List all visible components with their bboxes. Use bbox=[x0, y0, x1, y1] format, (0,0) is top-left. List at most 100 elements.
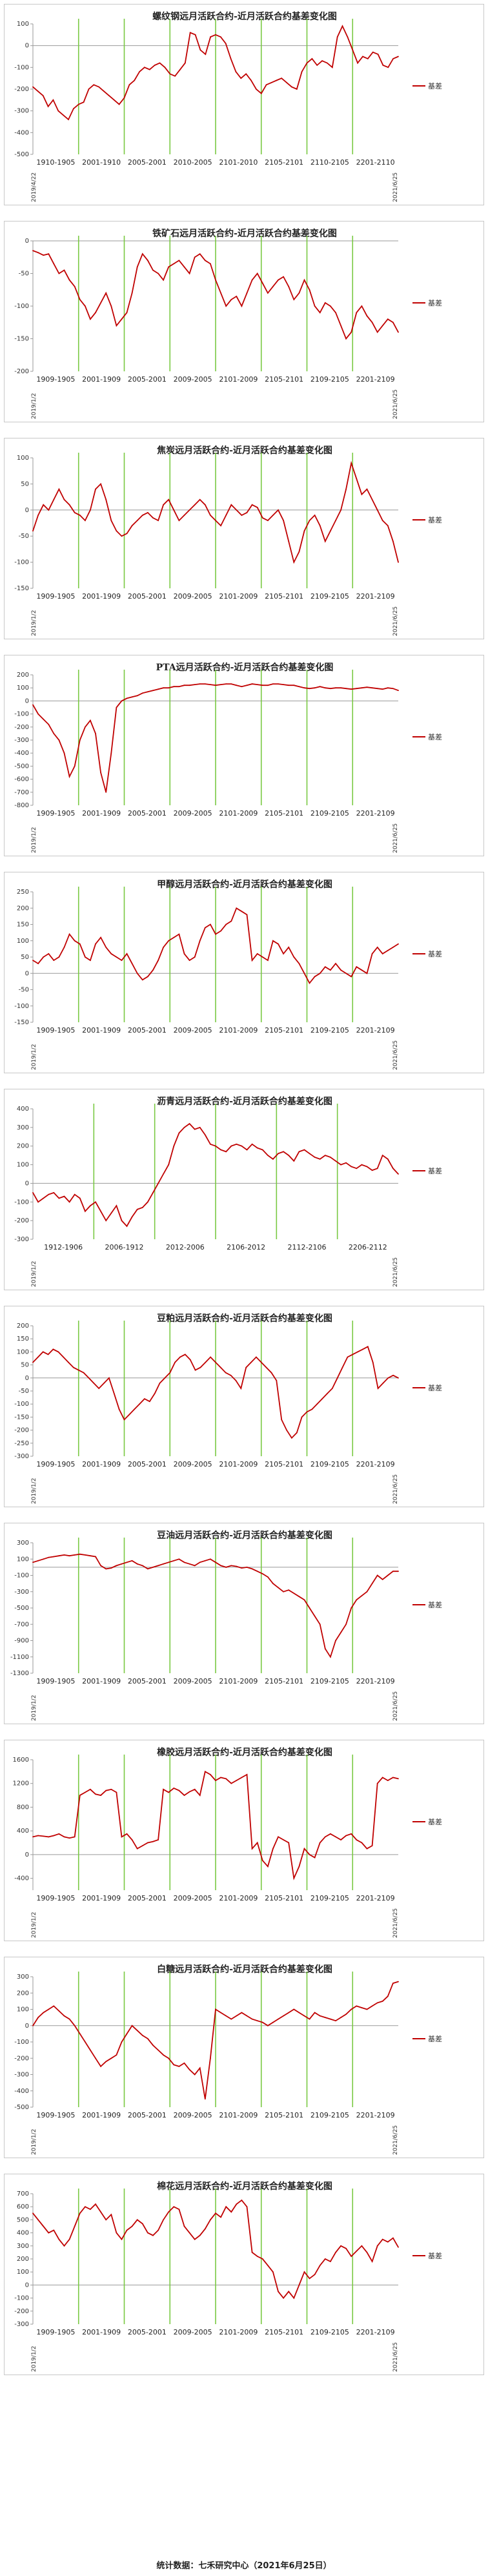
data-point bbox=[136, 266, 138, 268]
data-point bbox=[351, 462, 352, 464]
data-point bbox=[204, 2098, 206, 2100]
data-point bbox=[136, 2030, 138, 2032]
data-point bbox=[95, 1793, 96, 1795]
data-point bbox=[324, 541, 326, 542]
data-point bbox=[58, 2010, 60, 2012]
data-point bbox=[225, 305, 227, 307]
data-point bbox=[230, 2018, 232, 2020]
data-point bbox=[103, 1383, 105, 1384]
data-point bbox=[215, 1561, 216, 1563]
period-label: 2201-2109 bbox=[356, 1026, 395, 1035]
data-point bbox=[215, 685, 216, 686]
data-point bbox=[74, 2025, 76, 2026]
data-point bbox=[392, 1168, 394, 1170]
data-point bbox=[90, 719, 91, 721]
data-point bbox=[194, 2238, 196, 2240]
data-point bbox=[147, 976, 148, 978]
data-point bbox=[261, 517, 263, 519]
data-point bbox=[188, 2069, 190, 2070]
chart-panel: 白糖远月活跃合约-近月活跃合约基差变化图 300 200 100 0 -100 -200 -3… bbox=[4, 1957, 484, 2158]
data-point bbox=[398, 1377, 399, 1379]
data-point bbox=[32, 2212, 34, 2214]
data-point bbox=[278, 1587, 279, 1589]
y-tick-label: -300 bbox=[14, 737, 29, 744]
y-tick-label: -50 bbox=[19, 533, 29, 540]
y-tick-label: 700 bbox=[17, 2190, 29, 2198]
data-point bbox=[335, 1836, 336, 1838]
data-point bbox=[316, 1403, 318, 1405]
data-point bbox=[204, 1134, 206, 1136]
period-label: 2201-2109 bbox=[356, 1894, 395, 1902]
data-point bbox=[37, 2219, 39, 2221]
data-point bbox=[116, 956, 117, 958]
data-point bbox=[241, 2012, 243, 2014]
data-point bbox=[340, 509, 341, 511]
data-point bbox=[85, 1554, 86, 1556]
period-label: 2009-2005 bbox=[174, 2111, 212, 2119]
data-point bbox=[251, 2018, 253, 2020]
data-point bbox=[116, 706, 117, 708]
data-point bbox=[136, 1208, 138, 1210]
data-point bbox=[48, 953, 50, 954]
data-point bbox=[265, 84, 267, 86]
data-point bbox=[188, 509, 190, 511]
data-point bbox=[341, 1366, 343, 1368]
period-label: 2201-2109 bbox=[356, 2328, 395, 2336]
data-point bbox=[230, 58, 232, 59]
data-point bbox=[204, 1560, 206, 1561]
data-point bbox=[95, 2057, 96, 2059]
period-label: 2001-1909 bbox=[82, 2111, 121, 2119]
data-point bbox=[110, 752, 112, 754]
data-point bbox=[116, 2232, 117, 2234]
y-tick-label: -200 bbox=[14, 1427, 29, 1434]
data-point bbox=[37, 1560, 39, 1561]
data-point bbox=[194, 1128, 196, 1130]
period-label: 2005-2001 bbox=[128, 158, 167, 167]
data-point bbox=[327, 1393, 328, 1394]
legend-label: 基差 bbox=[428, 1600, 442, 1609]
period-label: 1909-1905 bbox=[36, 375, 75, 384]
date-first-label: 2019/4/22 bbox=[31, 172, 37, 202]
y-tick-label: 300 bbox=[17, 1124, 29, 1131]
period-label: 2105-2101 bbox=[265, 1026, 303, 1035]
data-point bbox=[199, 1366, 201, 1368]
data-point bbox=[341, 25, 343, 27]
y-tick-label: -700 bbox=[14, 1621, 29, 1628]
data-point bbox=[110, 1789, 112, 1790]
chart-title: PTA远月活跃合约-近月活跃合约基差变化图 bbox=[156, 663, 334, 673]
data-point bbox=[361, 2007, 363, 2008]
data-point bbox=[225, 683, 227, 685]
data-point bbox=[105, 947, 107, 948]
data-point bbox=[68, 504, 70, 506]
data-point bbox=[256, 953, 258, 954]
data-point bbox=[361, 1595, 363, 1596]
data-point bbox=[100, 2211, 102, 2213]
chart-svg: 100 0 -100 -200 -300 -400 -500 1910-1905 2001-19… bbox=[14, 19, 442, 202]
data-point bbox=[241, 686, 243, 688]
data-point bbox=[367, 58, 369, 59]
data-point bbox=[199, 253, 201, 255]
data-point bbox=[261, 1573, 263, 1574]
data-point bbox=[37, 713, 39, 715]
legend-label: 基差 bbox=[428, 732, 442, 741]
data-point bbox=[194, 1369, 196, 1371]
period-label: 1909-1905 bbox=[36, 2328, 75, 2336]
data-point bbox=[382, 65, 384, 66]
data-point bbox=[53, 1556, 55, 1558]
data-point bbox=[48, 509, 50, 511]
data-point bbox=[324, 2017, 326, 2018]
data-point bbox=[85, 956, 86, 958]
data-point bbox=[116, 2054, 117, 2056]
data-point bbox=[352, 1354, 354, 1355]
data-point bbox=[58, 488, 60, 490]
data-point bbox=[387, 67, 389, 68]
data-point bbox=[330, 530, 331, 531]
data-point bbox=[48, 2008, 50, 2010]
period-label: 2109-2105 bbox=[310, 375, 349, 384]
data-point bbox=[220, 525, 221, 526]
data-point bbox=[298, 963, 300, 964]
data-point bbox=[131, 1216, 133, 1218]
data-point bbox=[141, 1565, 143, 1567]
data-point bbox=[126, 1833, 128, 1835]
data-point bbox=[48, 1193, 50, 1195]
